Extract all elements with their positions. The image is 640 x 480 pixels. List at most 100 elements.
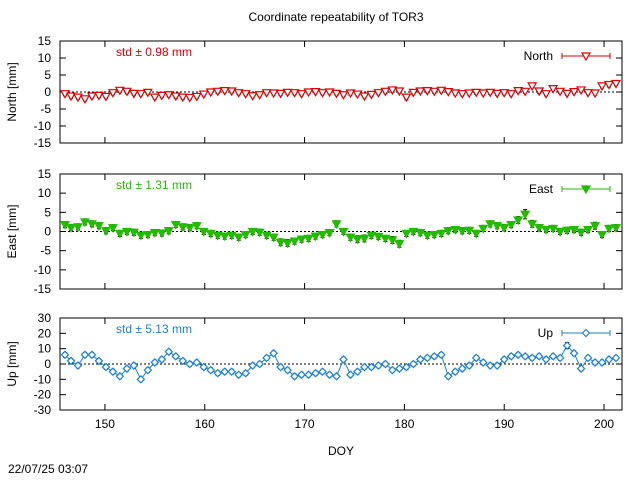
y-axis-label: North [mm] [5,62,19,121]
point-marker [325,370,334,380]
data-point [94,356,104,366]
point-marker [576,86,587,96]
data-point [282,239,293,249]
data-point [100,227,111,236]
data-point [72,223,84,233]
point-marker [283,365,292,375]
legend-label: East [529,182,554,196]
data-point [297,370,306,380]
point-marker [388,365,397,375]
data-point [562,89,573,99]
point-marker [282,88,293,98]
data-point [548,85,559,94]
point-marker [296,90,307,99]
point-marker [381,359,390,369]
point-marker [128,89,139,99]
data-point [569,348,579,358]
point-marker [346,370,355,380]
data-point [527,219,538,230]
point-marker [499,224,510,233]
data-point [471,229,482,239]
y-tick-label: -20 [34,388,52,402]
point-marker [485,361,495,370]
point-marker [108,367,118,377]
data-point [345,233,356,243]
point-marker [226,231,237,241]
point-marker [408,227,419,237]
data-point [247,227,258,237]
data-point [128,228,139,238]
data-point [464,226,475,236]
point-marker [520,210,531,220]
y-tick-label: -10 [34,263,52,277]
data-point [108,367,118,377]
legend-label: North [524,49,553,63]
data-point [499,355,509,364]
point-marker [261,89,272,98]
data-point [149,229,160,238]
data-point [562,226,573,236]
data-point [107,224,118,233]
point-marker [394,240,405,249]
point-marker [227,367,237,377]
std-annotation: std ± 1.31 mm [116,178,192,192]
point-marker [436,86,447,96]
point-marker [177,223,188,233]
point-marker [262,353,271,363]
point-marker [240,230,251,240]
data-point [73,361,83,370]
legend-up: Up [538,326,611,340]
data-point [143,365,153,375]
data-point [289,237,300,247]
point-marker [247,227,258,237]
point-marker [156,229,167,239]
point-marker [324,88,335,98]
data-point [149,93,160,103]
data-point [101,362,111,372]
point-marker [387,236,398,246]
data-point [93,91,104,101]
data-point [388,365,397,375]
point-marker [360,362,369,372]
data-point [380,87,391,97]
x-tick-label: 200 [594,417,614,431]
point-marker [534,351,544,361]
data-point [387,235,398,246]
data-point [408,227,419,237]
data-point [65,224,77,233]
point-marker [506,351,516,361]
data-point [157,355,167,364]
point-marker [233,233,244,243]
data-point [170,92,181,102]
point-marker [562,341,572,350]
data-point [422,231,433,241]
point-marker [121,87,132,97]
data-point [555,353,565,363]
point-marker [513,216,524,226]
data-point [318,367,327,377]
point-marker [254,228,265,238]
data-point [513,350,523,360]
point-marker [100,92,111,102]
point-marker [191,222,202,231]
data-point [317,230,328,240]
data-point [429,230,440,240]
y-tick-label: 5 [44,205,51,219]
point-marker [303,234,314,244]
point-marker [590,358,600,367]
point-marker [192,358,202,367]
point-marker [569,88,580,97]
data-point [520,351,530,361]
point-marker [212,87,223,97]
data-point [450,225,461,235]
data-point [436,350,446,360]
data-point [136,374,146,384]
point-marker [569,348,579,358]
y-tick-label: -10 [34,119,52,133]
point-marker [142,88,153,98]
point-marker [184,93,195,103]
data-point [233,89,244,98]
data-point [352,90,363,100]
data-point [367,362,376,372]
